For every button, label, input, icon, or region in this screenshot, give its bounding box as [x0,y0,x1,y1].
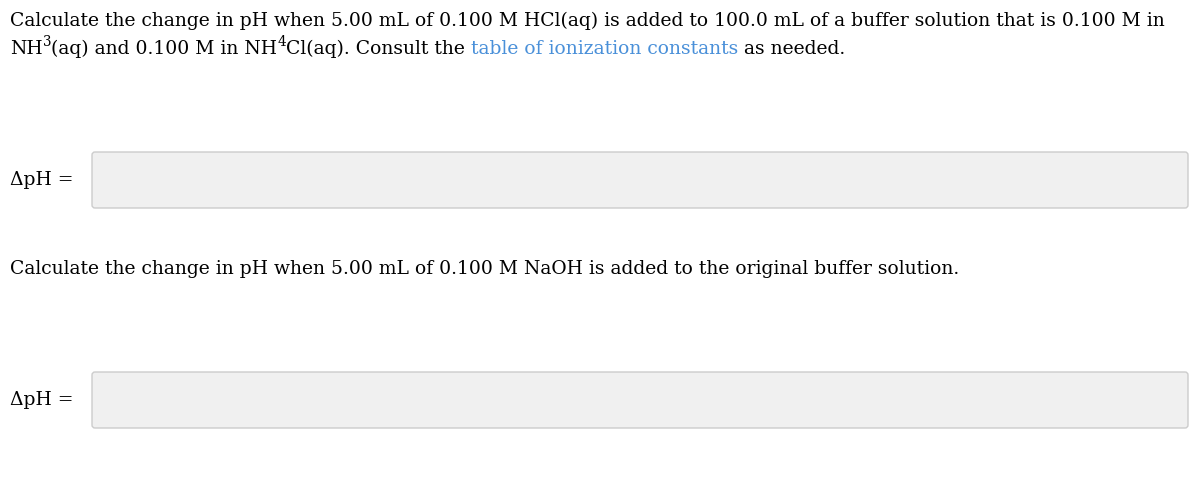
Text: NH: NH [10,40,43,58]
FancyBboxPatch shape [92,372,1188,428]
Text: Calculate the change in pH when 5.00 mL of 0.100 M HCl(aq) is added to 100.0 mL : Calculate the change in pH when 5.00 mL … [10,12,1165,30]
Text: 4: 4 [277,35,286,49]
Text: Cl(aq). Consult the: Cl(aq). Consult the [286,40,470,58]
Text: Calculate the change in pH when 5.00 mL of 0.100 M NaOH is added to the original: Calculate the change in pH when 5.00 mL … [10,260,959,278]
FancyBboxPatch shape [92,152,1188,208]
Text: (aq) and 0.100 M in NH: (aq) and 0.100 M in NH [52,40,277,58]
Text: table of ionization constants: table of ionization constants [470,40,738,58]
Text: ΔpH =: ΔpH = [10,391,73,409]
Text: 3: 3 [43,35,52,49]
Text: ΔpH =: ΔpH = [10,171,73,189]
Text: as needed.: as needed. [738,40,845,58]
